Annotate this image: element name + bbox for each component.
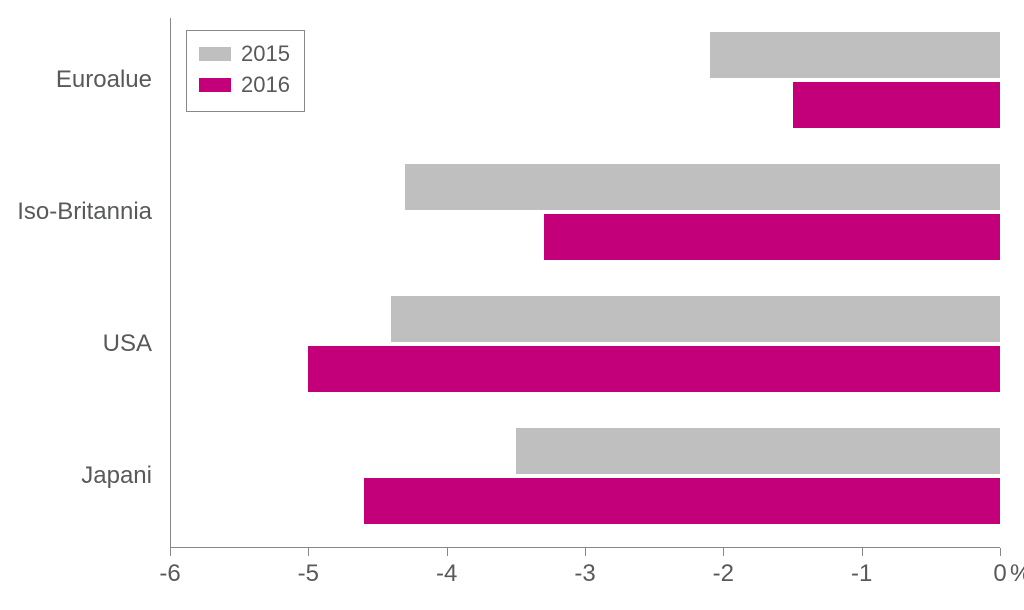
x-tick-label: -4 [436, 560, 457, 588]
x-tick [170, 548, 171, 556]
x-tick [723, 548, 724, 556]
x-tick [1000, 548, 1001, 556]
legend-swatch [199, 47, 231, 61]
x-tick [308, 548, 309, 556]
x-tick [585, 548, 586, 556]
x-tick [447, 548, 448, 556]
bar-2016 [793, 82, 1001, 128]
x-axis-unit: % [1010, 560, 1024, 588]
category-label: Euroalue [0, 66, 152, 94]
x-tick-label: -6 [159, 560, 180, 588]
x-tick-label: -3 [574, 560, 595, 588]
legend-swatch [199, 78, 231, 92]
legend-label: 2016 [241, 70, 290, 101]
category-label: Iso-Britannia [0, 198, 152, 226]
bar-2016 [308, 346, 1000, 392]
deficit-bar-chart: 20152016 -6 -5 -4 -3 -2 -1 0% Euroalue Iso-Brita… [0, 0, 1024, 610]
x-tick-label: 0 [993, 560, 1006, 588]
bar-2015 [391, 296, 1000, 342]
legend-item: 2015 [199, 39, 290, 70]
x-tick [862, 548, 863, 556]
x-tick-label: -1 [851, 560, 872, 588]
bar-2015 [405, 164, 1000, 210]
bar-2016 [364, 478, 1000, 524]
x-tick-label: -2 [713, 560, 734, 588]
bar-2015 [710, 32, 1001, 78]
legend-label: 2015 [241, 39, 290, 70]
category-label: Japani [0, 462, 152, 490]
legend-item: 2016 [199, 70, 290, 101]
x-tick-label: -5 [298, 560, 319, 588]
bar-2016 [544, 214, 1001, 260]
bar-2015 [516, 428, 1000, 474]
legend: 20152016 [186, 30, 305, 112]
category-label: USA [0, 330, 152, 358]
